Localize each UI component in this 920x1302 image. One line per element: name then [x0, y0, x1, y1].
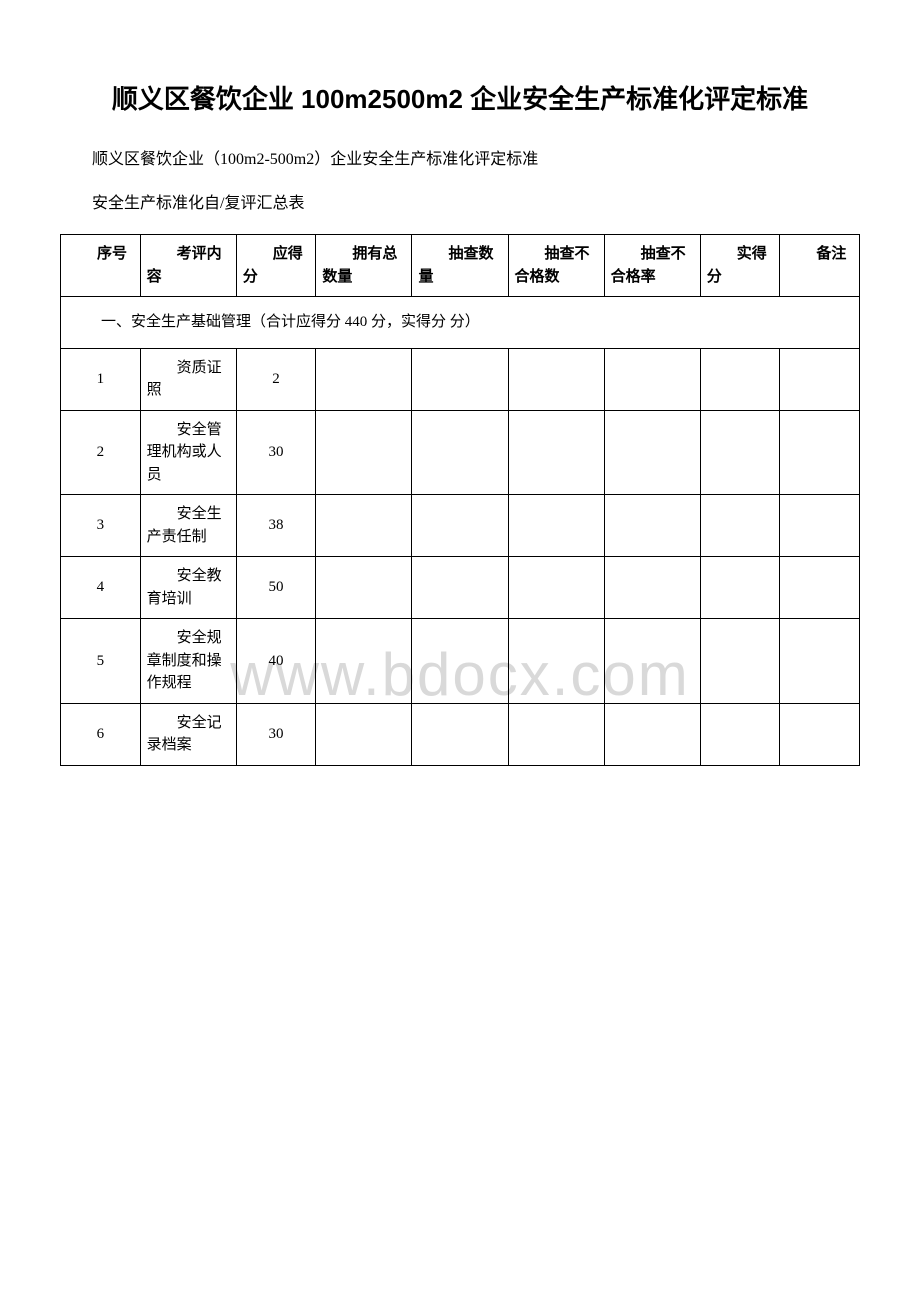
header-sample: 抽查数量	[412, 235, 508, 297]
cell-total	[316, 619, 412, 704]
cell-seq: 5	[61, 619, 141, 704]
cell-failcount	[508, 619, 604, 704]
table-row: 6 安全记录档案 30	[61, 703, 860, 765]
cell-seq: 2	[61, 410, 141, 495]
cell-actual	[700, 557, 780, 619]
table-row: 4 安全教育培训 50	[61, 557, 860, 619]
cell-item: 安全教育培训	[140, 557, 236, 619]
cell-sample	[412, 557, 508, 619]
cell-seq: 3	[61, 495, 141, 557]
header-actual: 实得分	[700, 235, 780, 297]
cell-item: 资质证照	[140, 348, 236, 410]
table-body: 一、安全生产基础管理（合计应得分 440 分，实得分 分） 1 资质证照 2 2…	[61, 297, 860, 766]
cell-note	[780, 703, 860, 765]
header-row: 序号 考评内容 应得分 拥有总数量 抽查数量 抽查不合格数 抽查不合格率 实得分…	[61, 235, 860, 297]
cell-score: 40	[236, 619, 316, 704]
cell-seq: 4	[61, 557, 141, 619]
cell-note	[780, 410, 860, 495]
header-item: 考评内容	[140, 235, 236, 297]
cell-sample	[412, 410, 508, 495]
cell-score: 38	[236, 495, 316, 557]
cell-actual	[700, 348, 780, 410]
cell-actual	[700, 495, 780, 557]
cell-actual	[700, 619, 780, 704]
cell-actual	[700, 410, 780, 495]
header-total: 拥有总数量	[316, 235, 412, 297]
cell-note	[780, 495, 860, 557]
evaluation-table: 序号 考评内容 应得分 拥有总数量 抽查数量 抽查不合格数 抽查不合格率 实得分…	[60, 234, 860, 766]
cell-total	[316, 348, 412, 410]
cell-item: 安全生产责任制	[140, 495, 236, 557]
cell-failrate	[604, 495, 700, 557]
cell-failrate	[604, 410, 700, 495]
cell-score: 30	[236, 410, 316, 495]
cell-note	[780, 619, 860, 704]
cell-failcount	[508, 703, 604, 765]
page-title: 顺义区餐饮企业 100m2500m2 企业安全生产标准化评定标准	[60, 80, 860, 119]
header-seq: 序号	[61, 235, 141, 297]
cell-sample	[412, 348, 508, 410]
cell-score: 2	[236, 348, 316, 410]
cell-score: 50	[236, 557, 316, 619]
cell-sample	[412, 703, 508, 765]
cell-item: 安全规章制度和操作规程	[140, 619, 236, 704]
cell-sample	[412, 619, 508, 704]
table-row: 1 资质证照 2	[61, 348, 860, 410]
cell-failrate	[604, 619, 700, 704]
cell-actual	[700, 703, 780, 765]
cell-failrate	[604, 348, 700, 410]
cell-failcount	[508, 557, 604, 619]
cell-item: 安全管理机构或人员	[140, 410, 236, 495]
cell-seq: 1	[61, 348, 141, 410]
cell-failcount	[508, 410, 604, 495]
cell-total	[316, 557, 412, 619]
table-row: 2 安全管理机构或人员 30	[61, 410, 860, 495]
cell-item: 安全记录档案	[140, 703, 236, 765]
header-note: 备注	[780, 235, 860, 297]
header-score: 应得分	[236, 235, 316, 297]
cell-failrate	[604, 557, 700, 619]
cell-total	[316, 703, 412, 765]
cell-note	[780, 557, 860, 619]
cell-seq: 6	[61, 703, 141, 765]
section-row: 一、安全生产基础管理（合计应得分 440 分，实得分 分）	[61, 297, 860, 349]
cell-failrate	[604, 703, 700, 765]
table-row: 5 安全规章制度和操作规程 40	[61, 619, 860, 704]
cell-total	[316, 495, 412, 557]
cell-total	[316, 410, 412, 495]
header-failrate: 抽查不合格率	[604, 235, 700, 297]
subtitle-text: 顺义区餐饮企业（100m2-500m2）企业安全生产标准化评定标准	[60, 147, 860, 173]
page-content: 顺义区餐饮企业 100m2500m2 企业安全生产标准化评定标准 顺义区餐饮企业…	[60, 80, 860, 766]
cell-failcount	[508, 495, 604, 557]
header-failcount: 抽查不合格数	[508, 235, 604, 297]
cell-score: 30	[236, 703, 316, 765]
table-row: 3 安全生产责任制 38	[61, 495, 860, 557]
section-title: 一、安全生产基础管理（合计应得分 440 分，实得分 分）	[61, 297, 860, 349]
table-name: 安全生产标准化自/复评汇总表	[60, 191, 860, 217]
cell-failcount	[508, 348, 604, 410]
cell-note	[780, 348, 860, 410]
cell-sample	[412, 495, 508, 557]
